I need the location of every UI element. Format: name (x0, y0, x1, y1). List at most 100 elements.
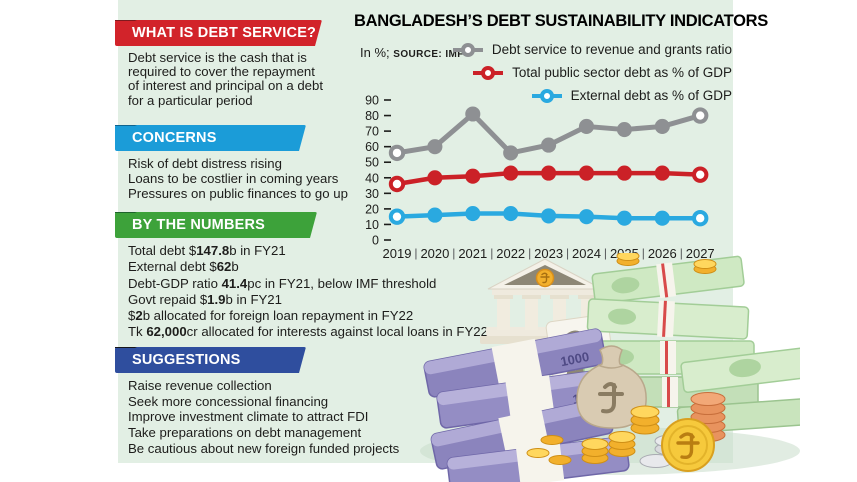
large-gold-taka-coin-icon (661, 418, 715, 472)
taka-banknote-bundles-icon: 1000 1000 (423, 328, 630, 482)
x-tick-separator: | (414, 246, 417, 260)
taka-coin-pediment-icon (535, 268, 555, 288)
gold-coin-stack-top (616, 253, 717, 274)
legend-label: Total public sector debt as % of GDP (512, 65, 732, 80)
ribbon-fold-icon (113, 202, 137, 213)
legend-item-1: Total public sector debt as % of GDP (472, 61, 732, 84)
legend-item-2: External debt as % of GDP (531, 84, 732, 107)
text-line: Take preparations on debt management (128, 425, 362, 441)
x-tick-separator: | (490, 246, 493, 260)
text-line: for a particular period (128, 92, 253, 108)
y-tick-label: 40 (365, 171, 379, 185)
data-point (616, 122, 632, 138)
data-point (578, 118, 595, 134)
data-point (541, 137, 557, 153)
money-illustration: 1000 1000 (420, 253, 800, 482)
data-point (465, 106, 481, 122)
section-concerns: CONCERNS Risk of debt distress rising Loan… (115, 125, 348, 202)
data-point (427, 139, 443, 155)
data-point (503, 145, 519, 161)
legend-marker-icon (531, 88, 562, 103)
chart-subtitle: In %; SOURCE: IMF (360, 45, 464, 60)
x-tick-separator: | (566, 246, 569, 260)
data-point (388, 175, 406, 193)
x-tick-separator: | (680, 246, 683, 260)
section-body: Debt service is the cash that is required… (128, 50, 324, 108)
data-point (692, 166, 709, 183)
chart-title: BANGLADESH’S DEBT SUSTAINABILITY INDICAT… (354, 12, 768, 30)
section-body: Raise revenue collection Seek more conces… (128, 378, 399, 457)
section-title: SUGGESTIONS (132, 352, 241, 368)
x-tick-separator: | (642, 246, 645, 260)
data-point (427, 207, 443, 223)
y-tick-label: 0 (372, 234, 379, 248)
x-tick-label: 2020 (420, 246, 449, 261)
section-header-concerns: CONCERNS (115, 125, 306, 151)
y-tick-label: 90 (365, 94, 379, 108)
y-tick-label: 50 (365, 156, 379, 170)
y-tick-label: 30 (365, 187, 379, 201)
data-point (503, 206, 519, 222)
data-point (616, 165, 632, 181)
legend-label: External debt as % of GDP (570, 88, 732, 103)
text-line: Risk of debt distress rising (128, 156, 282, 171)
section-title: BY THE NUMBERS (132, 217, 266, 233)
text-line: External debt $62b (128, 259, 239, 275)
text-line: Raise revenue collection (128, 378, 272, 393)
info-sections: WHAT IS DEBT SERVICE? Debt service is the… (115, 0, 488, 482)
text-line: required to cover the repayment (128, 64, 315, 80)
data-point (692, 107, 709, 124)
data-point (578, 165, 595, 181)
legend-marker-icon (473, 65, 504, 80)
data-point (388, 208, 406, 225)
data-point (654, 210, 670, 226)
data-point (427, 170, 443, 186)
x-tick-label: 2026 (648, 246, 677, 261)
x-tick-separator: | (452, 246, 455, 260)
data-point (465, 206, 481, 222)
x-tick-label: 2023 (534, 246, 563, 261)
data-point (541, 208, 557, 224)
y-tick-label: 10 (365, 218, 379, 232)
section-title: WHAT IS DEBT SERVICE? (132, 25, 317, 41)
data-point (654, 118, 670, 134)
section-header-by-the-numbers: BY THE NUMBERS (115, 212, 317, 238)
svg-text:1000: 1000 (559, 349, 590, 369)
text-line: Debt service is the cash that is (128, 50, 307, 65)
legend-marker-icon (452, 42, 483, 57)
section-suggestions: SUGGESTIONS Raise revenue collection Seek … (115, 347, 399, 457)
text-line: of interest and principal on a debt (128, 78, 324, 94)
x-tick-separator: | (528, 246, 531, 260)
x-tick-label: 2022 (496, 246, 525, 261)
ribbon-fold-icon (113, 115, 137, 126)
gold-coin-stacks-icon (526, 405, 660, 465)
text-line: Be cautious about new foreign funded pro… (128, 440, 400, 456)
text-line: Seek more concessional financing (128, 393, 329, 409)
section-header-suggestions: SUGGESTIONS (115, 347, 306, 373)
legend-label: Debt service to revenue and grants ratio (491, 42, 732, 57)
y-tick-label: 20 (365, 202, 379, 216)
ribbon-fold-icon (113, 10, 137, 21)
section-what-is-debt-service: WHAT IS DEBT SERVICE? Debt service is the… (115, 20, 323, 108)
text-line: Debt-GDP ratio 41.4pc in FY21, below IMF… (128, 275, 437, 291)
y-tick-label: 70 (365, 125, 379, 139)
text-line: Govt repaid $1.9b in FY21 (128, 291, 282, 307)
text-line: $2b allocated for foreign loan repayment… (128, 308, 414, 324)
data-point (654, 165, 670, 181)
legend-item-0: Debt service to revenue and grants ratio (452, 38, 732, 61)
text-line: Tk 62,000cr allocated for interests agai… (128, 324, 488, 340)
x-tick-separator: | (604, 246, 607, 260)
x-tick-label: 2027 (686, 246, 715, 261)
section-body: Total debt $147.8b in FY21 External debt … (128, 243, 488, 341)
data-point (388, 144, 406, 162)
y-tick-label: 80 (365, 109, 379, 123)
text-line: Improve investment climate to attract FD… (128, 409, 369, 425)
text-line: Total debt $147.8b in FY21 (128, 243, 286, 258)
section-header-what-is-debt-service: WHAT IS DEBT SERVICE? (115, 20, 322, 46)
text-line: Pressures on public finances to go up (128, 186, 348, 202)
data-point (578, 209, 595, 225)
section-title: CONCERNS (132, 130, 217, 146)
chart-source-label: SOURCE: IMF (393, 49, 464, 60)
